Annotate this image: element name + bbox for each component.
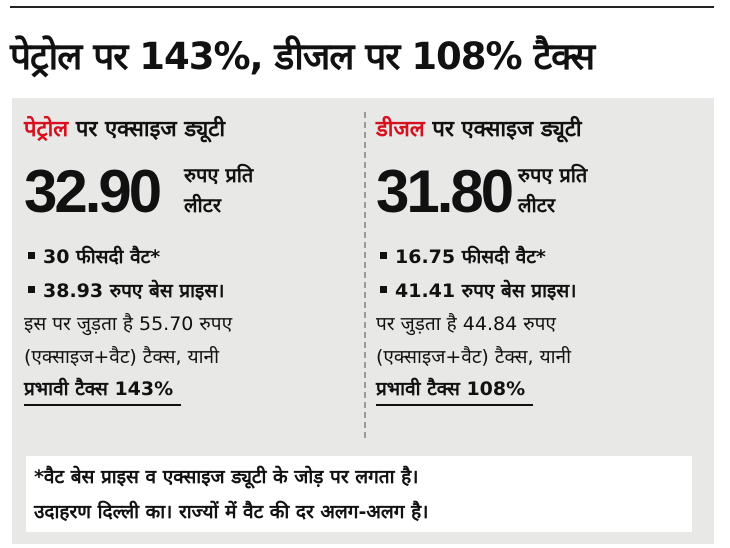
petrol-column: पेट्रोल पर एक्साइज ड्यूटी 32.90 रुपए प्र… [24,110,354,430]
info-panel: पेट्रोल पर एक्साइज ड्यूटी 32.90 रुपए प्र… [12,98,714,544]
diesel-bullet1-text: 16.75 फीसदी वैट* [395,246,546,268]
footnote-line1: *वैट बेस प्राइस व एक्साइज ड्यूटी के जोड़… [34,466,419,488]
petrol-bullet-vat: 30 फीसदी वैट* [24,240,354,274]
diesel-effective-tax: प्रभावी टैक्स 108% [376,374,534,406]
bullet-square-icon [380,252,387,259]
diesel-para-line1: पर जुड़ता है 44.84 रुपए [376,313,556,335]
diesel-bullet-vat: 16.75 फीसदी वैट* [376,240,706,274]
diesel-price: 31.80 [376,158,514,225]
petrol-effective-row: प्रभावी टैक्स 143% [24,374,354,406]
petrol-bullet-base: 38.93 रुपए बेस प्राइस। [24,274,354,308]
petrol-title-rest: पर एक्साइज ड्यूटी [68,117,226,142]
diesel-price-unit: रुपए प्रति लीटर [518,160,648,220]
petrol-price-unit: रुपए प्रति लीटर [184,160,314,220]
footnote-line2: उदाहरण दिल्ली का। राज्यों में वैट की दर … [34,501,429,523]
petrol-price: 32.90 [24,158,162,225]
diesel-title: डीजल पर एक्साइज ड्यूटी [376,110,706,150]
diesel-para-line2: (एक्साइज+वैट) टैक्स, यानी [376,346,572,368]
petrol-effective-tax: प्रभावी टैक्स 143% [24,374,182,406]
diesel-effective-row: प्रभावी टैक्स 108% [376,374,706,406]
diesel-fuel-name: डीजल [376,117,425,142]
headline: पेट्रोल पर 143%, डीजल पर 108% टैक्स [10,35,595,78]
petrol-unit-line1: रुपए प्रति [184,163,254,187]
diesel-price-row: 31.80 रुपए प्रति लीटर [376,154,706,240]
petrol-price-row: 32.90 रुपए प्रति लीटर [24,154,354,240]
bullet-square-icon [28,286,35,293]
petrol-para-line2: (एक्साइज+वैट) टैक्स, यानी [24,346,220,368]
diesel-bullet2-text: 41.41 रुपए बेस प्राइस। [395,280,577,302]
petrol-fuel-name: पेट्रोल [24,117,69,142]
footnote-box: *वैट बेस प्राइस व एक्साइज ड्यूटी के जोड़… [26,456,692,532]
petrol-para-line1: इस पर जुड़ता है 55.70 रुपए [24,313,233,335]
bullet-square-icon [380,286,387,293]
diesel-column: डीजल पर एक्साइज ड्यूटी 31.80 रुपए प्रति … [376,110,706,430]
top-rule [10,6,714,8]
petrol-title: पेट्रोल पर एक्साइज ड्यूटी [24,110,354,150]
petrol-unit-line2: लीटर [184,193,221,217]
diesel-title-rest: पर एक्साइज ड्यूटी [424,117,582,142]
diesel-unit-line2: लीटर [518,193,555,217]
petrol-bullet2-text: 38.93 रुपए बेस प्राइस। [43,280,225,302]
petrol-bullet1-text: 30 फीसदी वैट* [43,246,161,268]
diesel-bullet-base: 41.41 रुपए बेस प्राइस। [376,274,706,308]
diesel-unit-line1: रुपए प्रति [518,163,588,187]
bullet-square-icon [28,252,35,259]
column-divider [364,112,366,438]
